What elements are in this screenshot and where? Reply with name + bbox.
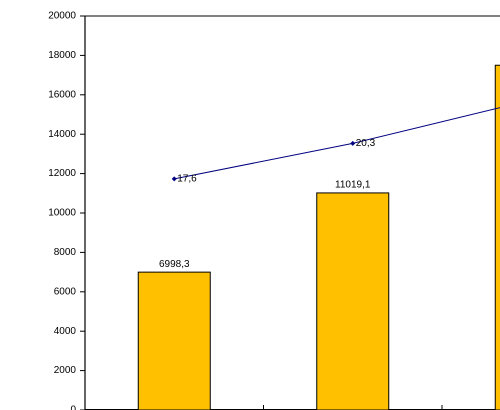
y-tick-label: 20000 [48,11,76,22]
data-label: 11019,1 [335,180,371,191]
bar [316,192,390,410]
bar [494,64,500,410]
line-marker [171,176,177,182]
y-tick-label: 12000 [48,168,76,179]
line [174,107,500,180]
y-tick-label: 2000 [54,365,77,376]
data-label: 17,6 [177,173,197,184]
y-tick-label: 6000 [54,286,77,297]
line-marker [350,140,356,146]
y-tick-label: 0 [70,405,76,410]
y-tick-label: 14000 [48,129,76,140]
bar [137,271,211,410]
data-label: 6998,3 [159,259,190,270]
y-tick-label: 16000 [48,89,76,100]
y-tick-label: 18000 [48,50,76,61]
y-tick-label: 4000 [54,326,77,337]
y-tick-label: 8000 [54,247,77,258]
y-tick-label: 10000 [48,208,76,219]
data-label: 20,3 [356,138,376,149]
